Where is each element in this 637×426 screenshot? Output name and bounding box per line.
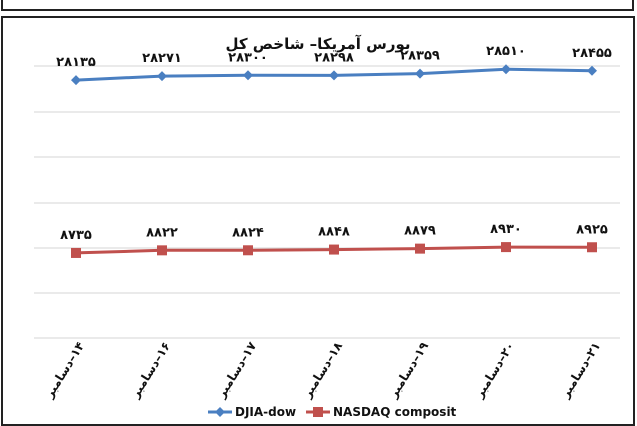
data-label: ۲۸۴۵۵ bbox=[572, 46, 612, 61]
legend-swatch-djia-marker bbox=[215, 407, 225, 417]
legend-label-djia: DJIA-dow bbox=[235, 405, 296, 419]
x-axis-tick-labels: ۱۴–دسامبر ۱۶–دسامبر ۱۷–دسامبر ۱۸–دسامبر ۱۹–د… bbox=[41, 339, 603, 401]
series-djia: ۲۸۱۳۵ ۲۸۲۷۱ ۲۸۳۰۰ ۲۸۲۹۸ ۲۸۳۵۹ ۲۸۵۱۰ ۲۸۴۵۵ bbox=[56, 44, 612, 86]
gridlines bbox=[34, 65, 620, 339]
data-label: ۲۸۳۰۰ bbox=[228, 50, 268, 65]
data-point bbox=[71, 247, 81, 258]
data-point bbox=[71, 75, 81, 86]
x-tick-label: ۱۷–دسامبر bbox=[213, 339, 259, 401]
data-point bbox=[501, 64, 511, 75]
data-point bbox=[329, 70, 339, 81]
data-point bbox=[243, 245, 253, 256]
x-tick-label: ۱۴–دسامبر bbox=[41, 339, 87, 401]
x-tick-label: ۱۹–دسامبر bbox=[385, 339, 431, 401]
data-label: ۲۸۵۱۰ bbox=[486, 44, 526, 59]
data-label: ۸۸۲۴ bbox=[232, 225, 264, 240]
data-point bbox=[243, 70, 253, 81]
data-point bbox=[157, 245, 167, 256]
data-label: ۸۸۴۸ bbox=[318, 225, 350, 240]
data-label: ۸۸۲۲ bbox=[146, 225, 178, 240]
data-point bbox=[501, 242, 511, 253]
x-tick-label: ۲۱–دسامبر bbox=[557, 339, 603, 401]
data-point bbox=[415, 243, 425, 254]
series-nasdaq: ۸۷۳۵ ۸۸۲۲ ۸۸۲۴ ۸۸۴۸ ۸۸۷۹ ۸۹۳۰ ۸۹۲۵ bbox=[60, 222, 608, 258]
legend-label-nasdaq: NASDAQ composit bbox=[333, 405, 457, 419]
x-tick-label: ۱۸–دسامبر bbox=[299, 339, 345, 401]
data-label: ۲۸۱۳۵ bbox=[56, 55, 96, 70]
data-point bbox=[587, 65, 597, 76]
data-label: ۲۸۲۹۸ bbox=[314, 50, 354, 65]
data-label: ۸۸۷۹ bbox=[404, 224, 436, 239]
legend: DJIA-dow NASDAQ composit bbox=[208, 405, 457, 419]
x-tick-label: ۱۶–دسامبر bbox=[127, 339, 173, 401]
legend-swatch-nasdaq-marker bbox=[313, 407, 323, 417]
data-point bbox=[157, 71, 167, 82]
data-label: ۸۹۲۵ bbox=[576, 222, 608, 237]
x-tick-label: ۲۰–دسامبر bbox=[471, 339, 517, 401]
chart-title: بورس آمریکا– شاخص کل bbox=[225, 35, 410, 53]
data-label: ۸۹۳۰ bbox=[490, 222, 522, 237]
data-point bbox=[587, 242, 597, 253]
data-label: ۲۸۳۵۹ bbox=[400, 49, 440, 64]
data-label: ۸۷۳۵ bbox=[60, 228, 92, 243]
data-point bbox=[329, 244, 339, 255]
data-label: ۲۸۲۷۱ bbox=[142, 51, 182, 66]
data-point bbox=[415, 68, 425, 79]
top-frame bbox=[1, 0, 634, 11]
